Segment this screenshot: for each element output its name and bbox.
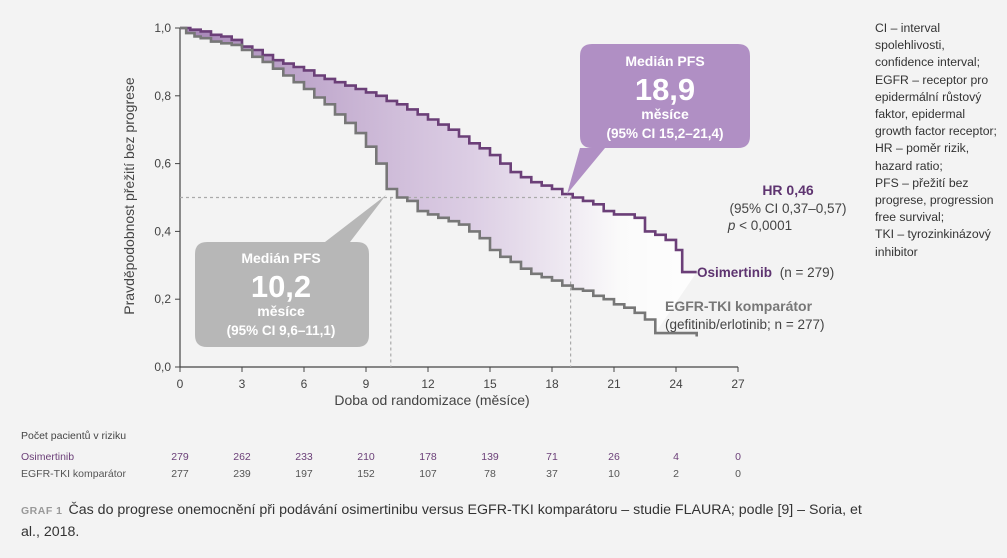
median-callout-osimertinib: Medián PFS 18,9 měsíce (95% CI 15,2–21,4…	[567, 44, 750, 194]
risk-cell: 210	[357, 451, 375, 463]
risk-cell: 197	[295, 468, 313, 480]
risk-row-label: Osimertinib	[21, 451, 75, 463]
risk-cell: 233	[295, 451, 313, 463]
risk-table-heading: Počet pacientů v riziku	[21, 430, 127, 442]
comparator-curve	[180, 26, 698, 337]
osimertinib-n: (n = 279)	[780, 265, 834, 280]
hazard-ratio-annotation: HR 0,46 (95% CI 0,37–0,57) p < 0,0001	[727, 182, 847, 233]
x-tick-label: 27	[731, 377, 745, 391]
y-tick-label: 1,0	[154, 21, 171, 35]
y-tick-label: 0,8	[154, 89, 171, 103]
risk-cell: 0	[735, 451, 741, 463]
callout-comparator-unit: měsíce	[257, 303, 305, 319]
risk-cell: 107	[419, 468, 437, 480]
callout-comparator-ci: (95% CI 9,6–11,1)	[227, 323, 336, 338]
callout-box-comparator	[195, 195, 386, 347]
x-tick-label: 21	[607, 377, 621, 391]
risk-cell: 277	[171, 468, 189, 480]
hr-title: HR 0,46	[762, 182, 814, 198]
hr-p-rest: < 0,0001	[735, 218, 792, 233]
risk-cell: 178	[419, 451, 437, 463]
hr-p-value: p < 0,0001	[727, 218, 792, 233]
x-tick-label: 0	[177, 377, 184, 391]
callout-comparator-value: 10,2	[251, 269, 311, 304]
hr-ci: (95% CI 0,37–0,57)	[729, 201, 846, 216]
x-tick-label: 24	[669, 377, 683, 391]
median-callout-comparator: Medián PFS 10,2 měsíce (95% CI 9,6–11,1)	[195, 195, 386, 347]
x-tick-label: 18	[545, 377, 559, 391]
x-tick-label: 6	[301, 377, 308, 391]
caption-label: GRAF 1	[21, 505, 63, 517]
risk-row-label: EGFR-TKI komparátor	[21, 468, 127, 480]
y-tick-label: 0,4	[154, 224, 171, 238]
x-tick-label: 3	[239, 377, 246, 391]
risk-cell: 71	[546, 451, 558, 463]
risk-cell: 4	[673, 451, 679, 463]
callout-comparator-title: Medián PFS	[241, 250, 320, 266]
x-tick-label: 15	[483, 377, 497, 391]
y-tick-label: 0,0	[154, 360, 171, 374]
risk-cell: 26	[608, 451, 620, 463]
pfs-difference-area	[180, 28, 697, 334]
hr-p-letter: p	[727, 218, 736, 233]
svg-text:Osimertinib (n = 279): Osimertinib (n = 279)	[697, 265, 834, 280]
pfs-chart: 0,0 0,2 0,4 0,6 0,8 1,0 0 3 6 9 12 15 18 21 24 27 Mediá…	[121, 21, 847, 408]
caption-text: Čas do progrese onemocnění při podávání …	[21, 502, 862, 540]
risk-cell: 239	[233, 468, 251, 480]
risk-cell: 279	[171, 451, 189, 463]
between-curves-fill	[180, 28, 697, 334]
osimertinib-curve	[180, 26, 697, 274]
x-tick-label: 12	[421, 377, 435, 391]
callout-osimertinib-ci: (95% CI 15,2–21,4)	[606, 126, 723, 141]
y-tick-label: 0,2	[154, 292, 171, 306]
series-label-osimertinib: Osimertinib (n = 279)	[697, 265, 834, 280]
y-tick-label: 0,6	[154, 157, 171, 171]
median-lines	[180, 196, 572, 367]
risk-cell: 262	[233, 451, 251, 463]
osimertinib-name: Osimertinib	[697, 265, 772, 280]
comparator-n: (gefitinib/erlotinib; n = 277)	[665, 317, 824, 332]
x-axis-label: Doba od randomizace (měsíce)	[334, 392, 529, 408]
y-axis-label: Pravděpodobnost přežití bez progrese	[121, 77, 137, 315]
comparator-name: EGFR-TKI komparátor	[665, 298, 813, 314]
axes: 0,0 0,2 0,4 0,6 0,8 1,0 0 3 6 9 12 15 18 21 24 27	[154, 21, 745, 391]
risk-cell: 139	[481, 451, 499, 463]
risk-cell: 152	[357, 468, 375, 480]
callout-osimertinib-value: 18,9	[635, 72, 695, 107]
series-label-comparator: EGFR-TKI komparátor (gefitinib/erlotinib…	[665, 298, 824, 332]
abbreviations-note: CI – interval spolehlivosti, confidence …	[875, 21, 997, 259]
survival-curves	[180, 26, 698, 337]
risk-cell: 37	[546, 468, 558, 480]
risk-cell: 2	[673, 468, 679, 480]
callout-osimertinib-unit: měsíce	[641, 106, 689, 122]
risk-cell: 10	[608, 468, 620, 480]
callout-box-osimertinib	[567, 44, 750, 194]
callout-osimertinib-title: Medián PFS	[625, 53, 704, 69]
risk-cell: 0	[735, 468, 741, 480]
figure-caption: GRAF 1 Čas do progrese onemocnění při pod…	[21, 500, 881, 543]
risk-cell: 78	[484, 468, 496, 480]
x-tick-label: 9	[363, 377, 370, 391]
